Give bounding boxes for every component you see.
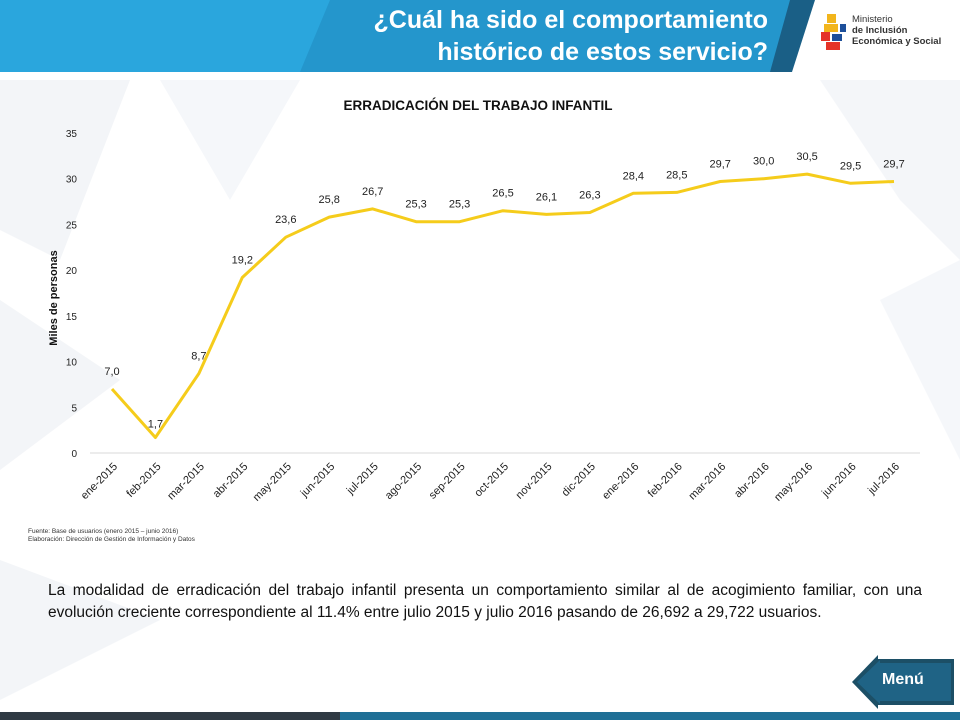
ministry-logo-icon — [821, 14, 846, 50]
header-band — [0, 0, 815, 72]
y-axis-ticks: 0 5 10 15 20 25 30 35 — [66, 129, 78, 460]
x-tick-label: ene-2016 — [600, 461, 641, 502]
page-title-line1: ¿Cuál ha sido el comportamiento — [373, 6, 769, 34]
page-title-line2: histórico de estos servicio? — [437, 38, 768, 66]
data-label: 28,5 — [666, 169, 687, 181]
data-label: 29,7 — [883, 158, 904, 170]
x-tick-label: jun-2016 — [819, 461, 858, 500]
x-tick-label: feb-2016 — [646, 461, 685, 500]
source-line1: Fuente: Base de usuarios (enero 2015 – j… — [28, 528, 179, 535]
x-tick-label: mar-2016 — [687, 461, 729, 503]
data-label: 30,0 — [753, 156, 774, 168]
data-labels: 7,0 1,7 8,7 19,2 23,6 25,8 26,7 25,3 25,3 26,5 26,… — [104, 151, 904, 430]
menu-button[interactable]: Menú — [852, 655, 954, 709]
y-tick-label: 0 — [71, 449, 77, 460]
series-line — [110, 172, 895, 439]
x-tick-label: oct-2015 — [472, 461, 511, 500]
data-label: 8,7 — [191, 350, 206, 362]
x-tick-label: may-2015 — [251, 461, 294, 504]
data-label: 26,7 — [362, 186, 383, 198]
data-label: 26,3 — [579, 190, 600, 202]
data-label: 28,4 — [623, 170, 644, 182]
data-label: 26,1 — [536, 191, 557, 203]
y-tick-label: 25 — [66, 220, 78, 231]
x-axis-ticks: ene-2015 feb-2015 mar-2015 abr-2015 may-2015… — [79, 461, 902, 504]
data-label: 25,3 — [405, 199, 426, 211]
y-tick-label: 10 — [66, 358, 78, 369]
logo-line2: de Inclusión — [852, 25, 908, 36]
data-label: 1,7 — [148, 418, 163, 430]
y-tick-label: 30 — [66, 175, 78, 186]
data-label: 23,6 — [275, 214, 296, 226]
data-label: 7,0 — [104, 366, 119, 378]
data-label: 25,3 — [449, 199, 470, 211]
menu-button-label[interactable]: Menú — [882, 671, 924, 688]
x-tick-label: mar-2015 — [165, 461, 207, 503]
y-tick-label: 15 — [66, 312, 78, 323]
x-tick-label: may-2016 — [772, 461, 815, 504]
y-tick-label: 35 — [66, 129, 78, 140]
data-label: 29,7 — [710, 158, 731, 170]
x-tick-label: nov-2015 — [514, 461, 555, 502]
data-label: 26,5 — [492, 188, 513, 200]
chart-title: ERRADICACIÓN DEL TRABAJO INFANTIL — [343, 98, 612, 113]
y-axis-label: Miles de personas — [48, 250, 60, 345]
x-tick-label: abr-2015 — [211, 461, 251, 501]
x-tick-label: ene-2015 — [79, 461, 120, 502]
data-label: 25,8 — [319, 194, 340, 206]
x-tick-label: jun-2015 — [298, 461, 337, 500]
bottom-bar — [0, 712, 960, 720]
y-tick-label: 20 — [66, 266, 78, 277]
x-tick-label: abr-2016 — [732, 461, 772, 501]
x-tick-label: sep-2015 — [427, 461, 468, 502]
line-chart: ERRADICACIÓN DEL TRABAJO INFANTIL Miles … — [48, 98, 920, 504]
x-tick-label: jul-2016 — [865, 461, 902, 498]
source-note: Fuente: Base de usuarios (enero 2015 – j… — [28, 528, 195, 544]
logo-line3: Económica y Social — [852, 36, 942, 47]
x-tick-label: ago-2015 — [383, 461, 424, 502]
x-tick-label: dic-2015 — [560, 461, 598, 499]
data-label: 29,5 — [840, 160, 861, 172]
x-tick-label: feb-2015 — [124, 461, 163, 500]
source-line2: Elaboración: Dirección de Gestión de Inf… — [28, 536, 195, 543]
x-tick-label: jul-2015 — [344, 461, 381, 498]
data-label: 19,2 — [232, 254, 253, 266]
ministry-logo-text: Ministerio de Inclusión Económica y Soci… — [852, 14, 941, 47]
summary-paragraph: La modalidad de erradicación del trabajo… — [48, 582, 922, 621]
data-label: 30,5 — [796, 151, 817, 163]
menu-arrow-icon — [852, 655, 954, 709]
page-title: ¿Cuál ha sido el comportamiento históric… — [208, 4, 769, 68]
y-tick-label: 5 — [71, 403, 77, 414]
logo-line1: Ministerio — [852, 14, 893, 25]
